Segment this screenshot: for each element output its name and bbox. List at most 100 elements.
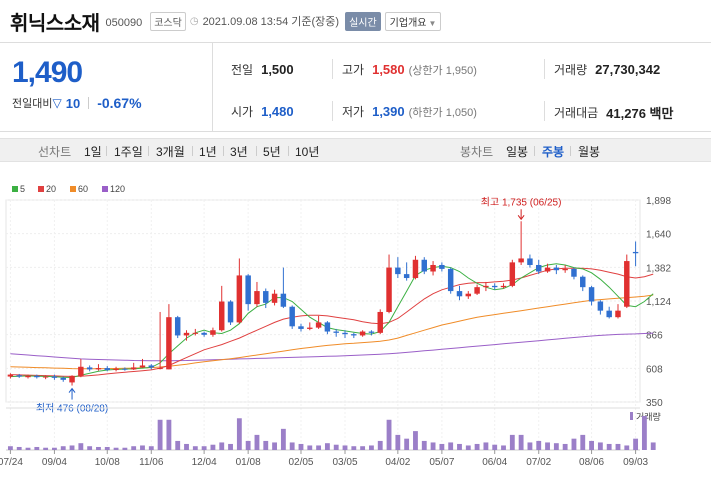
volume-value: 27,730,342 xyxy=(595,62,661,77)
volume-bar xyxy=(377,440,383,450)
candle-body xyxy=(518,258,524,263)
candle-body xyxy=(148,365,155,368)
volume-bar xyxy=(43,447,49,450)
volume-bar xyxy=(483,442,489,450)
candle-body xyxy=(527,258,533,265)
realtime-button[interactable]: 실시간 xyxy=(345,11,381,31)
volume-bar xyxy=(562,443,568,450)
x-axis: 07/24 09/04 10/08 11/06 12/04 01/08 02/05 03/05… xyxy=(0,450,649,468)
candle-body xyxy=(351,334,357,336)
change-abs: 10 xyxy=(65,95,81,111)
candle-body xyxy=(544,267,551,272)
volume-bar xyxy=(421,440,427,450)
volume-bar xyxy=(96,446,101,450)
tab-weekly[interactable]: 주봉 xyxy=(542,145,565,159)
volume-bar xyxy=(333,444,339,450)
volume-bar xyxy=(298,443,304,450)
candle-body xyxy=(263,291,269,303)
volume-bar xyxy=(34,446,40,450)
candle-body xyxy=(113,368,119,371)
candle-body xyxy=(606,310,612,318)
tab-daily[interactable]: 일봉 xyxy=(506,145,529,159)
candle-body xyxy=(456,291,463,297)
company-overview-button[interactable]: 기업개요 ▼ xyxy=(384,11,442,31)
candle-body xyxy=(227,301,234,323)
tab-1w[interactable]: 1주일 xyxy=(114,145,143,159)
x-tick-label: 06/04 xyxy=(482,457,507,468)
tab-monthly[interactable]: 월봉 xyxy=(578,145,601,159)
low-label: 저가 xyxy=(342,105,365,119)
volume-bar xyxy=(69,445,75,450)
candle-body xyxy=(571,268,577,277)
legend-label-20: 20 xyxy=(46,184,56,194)
candle-body xyxy=(174,317,181,336)
volume-bar xyxy=(52,447,57,450)
divider xyxy=(332,59,333,79)
volume-bar xyxy=(87,446,93,450)
volume-bar xyxy=(78,443,84,450)
candle-body xyxy=(7,374,14,377)
chart-legend: 5 20 60 120 xyxy=(12,184,125,194)
candle-body xyxy=(104,368,110,371)
volume-bar xyxy=(527,442,533,450)
candle-body xyxy=(307,327,313,329)
candle-body xyxy=(403,274,410,279)
candle-body xyxy=(509,262,516,286)
candle-chart-label: 봉차트 xyxy=(460,145,494,159)
tab-10y[interactable]: 10년 xyxy=(295,145,320,159)
candle-body xyxy=(483,285,489,288)
volume-bar xyxy=(474,443,480,450)
stock-name: 휘닉스소재 xyxy=(10,12,100,35)
tab-5y[interactable]: 5년 xyxy=(263,145,281,159)
candle-body xyxy=(324,322,331,332)
candle-body xyxy=(298,326,304,329)
volume-bar xyxy=(439,443,445,450)
chevron-down-icon: ▼ xyxy=(428,18,437,28)
candle-body xyxy=(421,259,427,272)
volume-bar xyxy=(509,434,515,450)
tab-1d[interactable]: 1일 xyxy=(84,145,102,159)
candle-body xyxy=(500,285,507,288)
volume-bar xyxy=(492,444,498,450)
candle-body xyxy=(315,322,322,328)
x-tick-label: 10/08 xyxy=(95,457,120,468)
legend-label-5: 5 xyxy=(20,184,25,194)
candle-body xyxy=(588,287,595,302)
volume-bar xyxy=(280,428,286,450)
volume-bar xyxy=(360,446,366,450)
candle-body xyxy=(51,376,58,378)
x-tick-label: 09/04 xyxy=(42,457,67,468)
volume-bar xyxy=(386,419,392,450)
x-tick-label: 05/07 xyxy=(429,457,454,468)
y-tick-label: 1,124 xyxy=(646,297,671,308)
candle-body xyxy=(157,368,163,370)
candle-body xyxy=(439,264,445,269)
trade-value-label: 거래대금 xyxy=(554,106,599,120)
volume-bar xyxy=(589,440,594,450)
candle-body xyxy=(368,331,375,333)
volume-bar xyxy=(148,446,154,450)
divider xyxy=(223,146,224,156)
volume-bar xyxy=(518,434,524,450)
volume-bar xyxy=(536,440,542,450)
candle-body xyxy=(86,367,93,370)
volume-bar xyxy=(369,445,374,450)
volume-bar xyxy=(140,445,145,450)
open-value: 1,480 xyxy=(261,104,294,119)
volume-label: 거래량 xyxy=(554,63,588,77)
divider xyxy=(534,146,535,156)
candle-body xyxy=(192,332,199,334)
candle-body xyxy=(139,365,146,368)
price-chart[interactable]: 5 20 60 120 350 608 866 1,124 1,382 1,640 1,898 최… xyxy=(0,170,711,494)
volume-bar xyxy=(413,431,418,450)
candle-body xyxy=(377,311,383,333)
volume-bar xyxy=(228,443,233,450)
candle-body xyxy=(122,368,128,370)
tab-3m[interactable]: 3개월 xyxy=(156,145,185,159)
candle-body xyxy=(78,366,84,376)
tab-3y[interactable]: 3년 xyxy=(230,145,248,159)
volume-bar xyxy=(395,434,401,450)
tab-1y[interactable]: 1년 xyxy=(199,145,217,159)
upper-limit: (상한가 1,950) xyxy=(408,64,477,77)
candle-body xyxy=(95,368,102,370)
